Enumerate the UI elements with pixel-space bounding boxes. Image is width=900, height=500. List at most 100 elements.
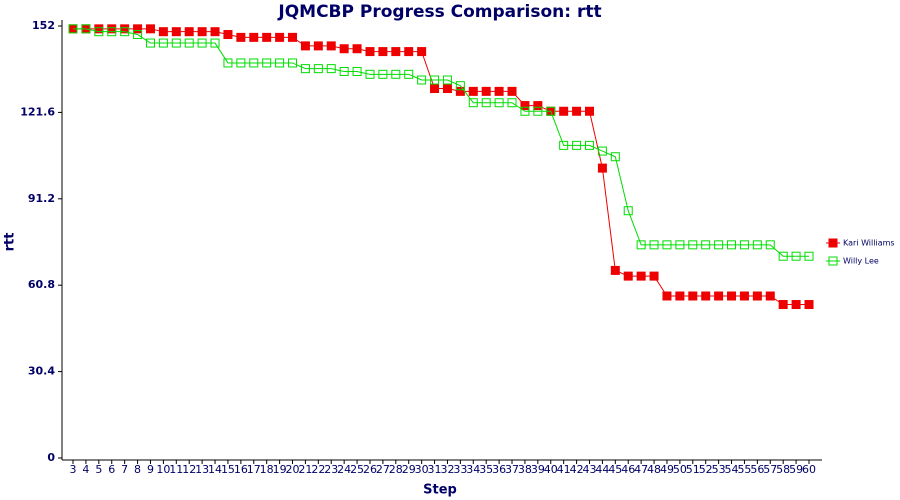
data-point	[197, 38, 207, 48]
x-tick-label: 35	[479, 463, 493, 476]
data-point	[649, 240, 659, 250]
data-point	[701, 291, 711, 301]
data-point	[430, 75, 440, 85]
data-point	[533, 106, 543, 116]
x-tick-label: 56	[750, 463, 764, 476]
x-tick-label: 43	[582, 463, 596, 476]
x-tick-label: 4	[82, 463, 89, 476]
data-point	[442, 75, 452, 85]
data-point	[752, 240, 762, 250]
chart-title: JQMCBP Progress Comparison: rtt	[277, 2, 601, 22]
data-point	[559, 106, 569, 116]
y-tick-label: 30.4	[28, 365, 55, 378]
data-point	[662, 240, 672, 250]
series-line	[73, 28, 809, 257]
x-tick-label: 42	[570, 463, 584, 476]
data-point	[288, 58, 298, 68]
x-tick-label: 60	[802, 463, 816, 476]
x-tick-label: 36	[492, 463, 506, 476]
x-tick-label: 38	[518, 463, 532, 476]
data-point	[210, 27, 220, 37]
data-point	[584, 140, 594, 150]
data-point	[765, 291, 775, 301]
x-tick-label: 30	[415, 463, 429, 476]
x-tick-label: 29	[402, 463, 416, 476]
data-point	[636, 240, 646, 250]
x-tick-label: 8	[134, 463, 141, 476]
data-point	[197, 27, 207, 37]
data-point	[520, 101, 530, 111]
x-tick-label: 20	[286, 463, 300, 476]
data-point	[778, 300, 788, 310]
data-point	[675, 240, 685, 250]
data-point	[81, 24, 91, 34]
y-tick-label: 91.2	[28, 192, 55, 205]
legend-marker	[828, 238, 838, 248]
data-point	[804, 300, 814, 310]
data-point	[94, 27, 104, 37]
data-point	[223, 58, 233, 68]
data-point	[275, 32, 285, 42]
x-tick-label: 21	[298, 463, 312, 476]
x-tick-label: 26	[363, 463, 377, 476]
x-tick-label: 47	[634, 463, 648, 476]
x-tick-label: 11	[169, 463, 183, 476]
x-tick-label: 15	[221, 463, 235, 476]
legend-label: Kari Williams	[843, 239, 895, 248]
data-point	[417, 75, 427, 85]
x-tick-label: 55	[737, 463, 751, 476]
data-point	[675, 291, 685, 301]
data-point	[727, 291, 737, 301]
data-point	[662, 291, 672, 301]
data-point	[68, 24, 78, 34]
data-point	[120, 27, 130, 37]
x-tick-label: 46	[621, 463, 635, 476]
x-tick-label: 10	[156, 463, 170, 476]
data-point	[158, 38, 168, 48]
data-point	[133, 24, 143, 34]
x-tick-label: 54	[725, 463, 739, 476]
data-point	[494, 98, 504, 108]
x-tick-label: 50	[673, 463, 687, 476]
data-point	[559, 140, 569, 150]
data-point	[688, 240, 698, 250]
data-point	[145, 24, 155, 34]
x-tick-label: 41	[557, 463, 571, 476]
data-point	[468, 98, 478, 108]
x-tick-label: 39	[531, 463, 545, 476]
y-tick-label: 152	[32, 19, 55, 32]
x-tick-label: 23	[324, 463, 338, 476]
data-point	[546, 106, 556, 116]
data-point	[442, 84, 452, 94]
data-point	[171, 27, 181, 37]
y-tick-label: 121.6	[20, 105, 55, 118]
data-point	[701, 240, 711, 250]
data-point	[430, 84, 440, 94]
data-point	[145, 38, 155, 48]
x-tick-label: 59	[789, 463, 803, 476]
x-tick-label: 19	[273, 463, 287, 476]
legend-marker	[828, 256, 838, 266]
data-point	[339, 44, 349, 54]
x-tick-label: 53	[712, 463, 726, 476]
data-point	[481, 98, 491, 108]
data-point	[778, 251, 788, 261]
y-tick-label: 60.8	[28, 278, 55, 291]
x-tick-label: 24	[337, 463, 351, 476]
x-tick-label: 13	[195, 463, 209, 476]
data-point	[739, 291, 749, 301]
data-point	[739, 240, 749, 250]
data-point	[610, 152, 620, 162]
data-point	[365, 47, 375, 57]
x-tick-label: 44	[595, 463, 609, 476]
data-point	[313, 41, 323, 51]
series-line	[73, 28, 809, 306]
data-point	[791, 300, 801, 310]
data-point	[223, 30, 233, 40]
x-tick-label: 34	[466, 463, 480, 476]
data-point	[326, 41, 336, 51]
x-tick-label: 52	[699, 463, 713, 476]
data-point	[339, 66, 349, 76]
y-tick-label: 0	[47, 451, 55, 464]
